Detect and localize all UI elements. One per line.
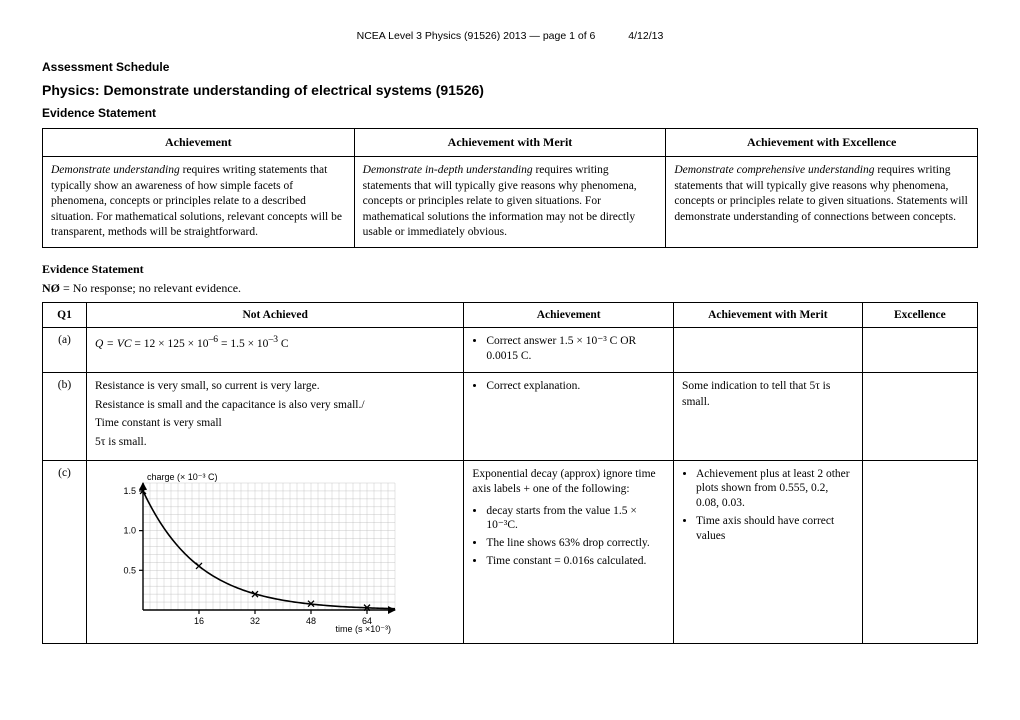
exc-cell <box>862 373 977 460</box>
main-title: Physics: Demonstrate understanding of el… <box>42 82 978 98</box>
svg-text:16: 16 <box>194 616 204 626</box>
criteria-table: Achievement Achievement with Merit Achie… <box>42 128 978 248</box>
criteria-header: Achievement with Merit <box>354 129 666 157</box>
ach-cell: Correct answer 1.5 × 10⁻³ C OR 0.0015 C. <box>464 327 674 373</box>
merit-cell <box>674 327 863 373</box>
qtable-header: Q1 <box>43 302 87 327</box>
svg-text:48: 48 <box>306 616 316 626</box>
criteria-cell: Demonstrate understanding requires writi… <box>43 157 355 248</box>
exc-cell <box>862 327 977 373</box>
evidence-title: Evidence Statement <box>42 106 978 120</box>
q-label: (a) <box>43 327 87 373</box>
qtable-header: Not Achieved <box>87 302 464 327</box>
schedule-title: Assessment Schedule <box>42 60 978 74</box>
table-row: (c) 0.51.01.516324864charge (× 10⁻³ C)ti… <box>43 460 978 643</box>
header-text: NCEA Level 3 Physics (91526) 2013 — page… <box>357 30 596 42</box>
svg-text:charge (× 10⁻³ C): charge (× 10⁻³ C) <box>147 472 218 482</box>
question-table: Q1 Not Achieved Achievement Achievement … <box>42 302 978 644</box>
criteria-header: Achievement with Excellence <box>666 129 978 157</box>
merit-cell: Achievement plus at least 2 other plots … <box>674 460 863 643</box>
svg-text:32: 32 <box>250 616 260 626</box>
na-cell: Resistance is very small, so current is … <box>87 373 464 460</box>
ach-cell: Correct explanation. <box>464 373 674 460</box>
exc-cell <box>862 460 977 643</box>
table-row: (a) Q = VC = 12 × 125 × 10–6 = 1.5 × 10–… <box>43 327 978 373</box>
q-label: (c) <box>43 460 87 643</box>
svg-text:1.5: 1.5 <box>124 485 137 495</box>
qtable-header: Achievement with Merit <box>674 302 863 327</box>
svg-text:time (s ×10⁻³): time (s ×10⁻³) <box>336 624 392 634</box>
criteria-header: Achievement <box>43 129 355 157</box>
criteria-cell: Demonstrate in-depth understanding requi… <box>354 157 666 248</box>
legend-line: NØ = No response; no relevant evidence. <box>42 281 978 296</box>
qtable-header: Excellence <box>862 302 977 327</box>
decay-chart: 0.51.01.516324864charge (× 10⁻³ C)time (… <box>105 469 455 637</box>
ach-cell: Exponential decay (approx) ignore time a… <box>464 460 674 643</box>
page-header: NCEA Level 3 Physics (91526) 2013 — page… <box>42 30 978 42</box>
table-row: (b) Resistance is very small, so current… <box>43 373 978 460</box>
criteria-cell: Demonstrate comprehensive understanding … <box>666 157 978 248</box>
svg-text:0.5: 0.5 <box>124 565 137 575</box>
evidence-statement-label: Evidence Statement <box>42 262 978 277</box>
na-cell: 0.51.01.516324864charge (× 10⁻³ C)time (… <box>87 460 464 643</box>
q-label: (b) <box>43 373 87 460</box>
na-cell: Q = VC = 12 × 125 × 10–6 = 1.5 × 10–3 C <box>87 327 464 373</box>
svg-text:1.0: 1.0 <box>124 525 137 535</box>
merit-cell: Some indication to tell that 5τ is small… <box>674 373 863 460</box>
header-date: 4/12/13 <box>628 30 663 42</box>
qtable-header: Achievement <box>464 302 674 327</box>
